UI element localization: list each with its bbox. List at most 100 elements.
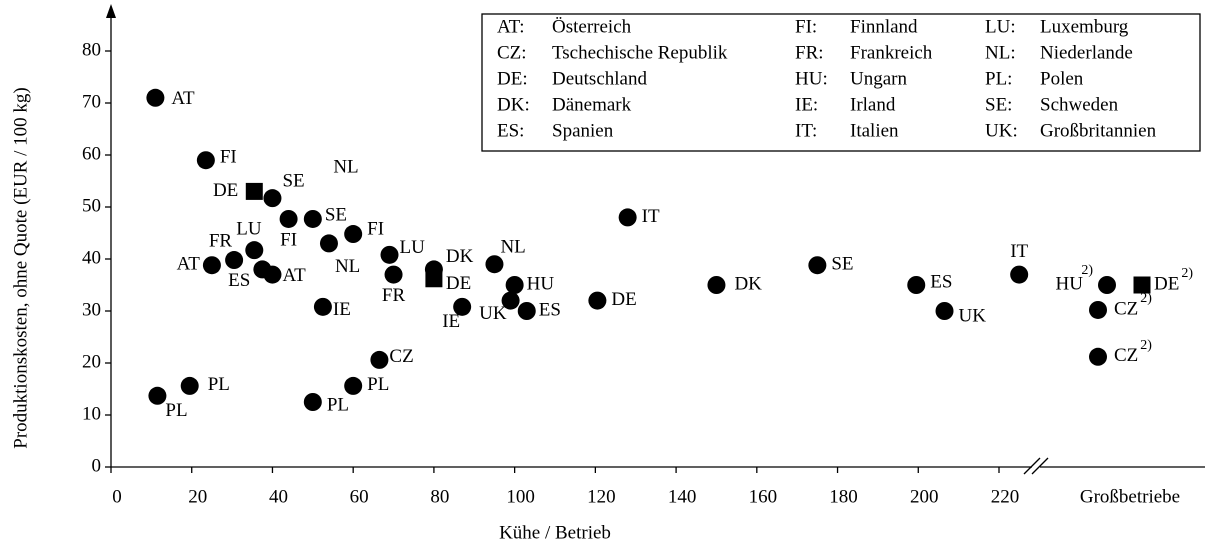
legend-name: Luxemburg xyxy=(1040,16,1129,37)
point-label: DK xyxy=(446,246,474,267)
point-label: IE xyxy=(442,311,460,332)
legend-name: Polen xyxy=(1040,68,1084,89)
point xyxy=(1089,300,1107,319)
point xyxy=(707,276,726,294)
point-label: DE xyxy=(446,273,471,294)
legend-name: Schweden xyxy=(1040,94,1119,115)
point-label: UK xyxy=(959,305,987,326)
legend-code: NL: xyxy=(985,42,1016,63)
point-note: 2) xyxy=(1140,291,1152,306)
point-label: SE xyxy=(325,204,347,225)
point xyxy=(370,350,389,369)
point-label: LU xyxy=(400,237,426,258)
point-label: IT xyxy=(1010,241,1028,262)
point xyxy=(485,255,504,274)
y-tick-label: 20 xyxy=(82,351,101,372)
point-label: AT xyxy=(171,88,195,109)
point xyxy=(453,297,472,316)
point xyxy=(935,302,954,320)
legend-name: Dänemark xyxy=(552,94,632,115)
point-label: IE xyxy=(333,299,351,320)
x-axis-label: Kühe / Betrieb xyxy=(499,522,611,543)
point xyxy=(384,265,403,284)
point-label: HU xyxy=(1056,273,1084,294)
point xyxy=(618,208,637,227)
point-label: PL xyxy=(367,374,389,395)
legend-code: HU: xyxy=(795,68,828,89)
y-tick-label: 70 xyxy=(82,91,101,112)
legend-code: AT: xyxy=(497,16,525,37)
legend-name: Tschechische Republik xyxy=(552,42,728,63)
x-tick-label: 120 xyxy=(587,486,616,507)
legend-code: IT: xyxy=(795,120,817,141)
x-tick-label: 220 xyxy=(991,486,1020,507)
x-tick-label: 180 xyxy=(829,486,858,507)
legend-name: Österreich xyxy=(552,16,632,37)
point-label: DK xyxy=(734,273,762,294)
annotation: NL xyxy=(333,156,358,177)
legend-box xyxy=(481,13,1201,152)
point xyxy=(202,256,221,275)
point-label: ES xyxy=(930,271,952,292)
point-label: AT xyxy=(177,254,201,275)
point-label: LU xyxy=(236,219,262,240)
point xyxy=(505,276,524,294)
y-tick-label: 50 xyxy=(82,195,101,216)
point-label: FI xyxy=(220,147,237,168)
point-label: AT xyxy=(282,265,306,286)
legend-code: SE: xyxy=(985,94,1012,115)
x-tick-label: 80 xyxy=(430,486,449,507)
legend-code: ES: xyxy=(497,120,524,141)
x-tick-label: 100 xyxy=(506,486,535,507)
legend-name: Finnland xyxy=(850,16,918,37)
point-label: HU xyxy=(527,273,555,294)
point-label: PL xyxy=(327,394,349,415)
legend-name: Niederlande xyxy=(1040,42,1133,63)
legend-name: Deutschland xyxy=(552,68,647,89)
square-point xyxy=(1133,276,1151,294)
x-tick-label: 60 xyxy=(350,486,369,507)
y-axis-arrow xyxy=(106,4,116,18)
legend-name: Ungarn xyxy=(850,68,907,89)
square-point xyxy=(245,182,263,200)
legend-name: Italien xyxy=(850,120,899,141)
axis-break xyxy=(1031,457,1049,475)
x-tick-label: 40 xyxy=(269,486,288,507)
point xyxy=(303,209,322,228)
legend-code: DK: xyxy=(497,94,530,115)
point xyxy=(319,234,338,253)
point-label: FR xyxy=(382,285,406,306)
point xyxy=(907,276,926,294)
point-label: FI xyxy=(367,218,384,239)
point-label: ES xyxy=(539,299,561,320)
point-label: ES xyxy=(228,270,250,291)
point xyxy=(146,88,165,107)
point xyxy=(148,386,167,405)
point xyxy=(808,256,827,275)
point-label: IT xyxy=(642,206,660,227)
point xyxy=(196,151,215,170)
legend-code: FR: xyxy=(795,42,824,63)
point-label: PL xyxy=(208,374,230,395)
point-label: SE xyxy=(282,171,304,192)
point xyxy=(180,376,199,395)
point xyxy=(501,291,520,310)
legend-code: FI: xyxy=(795,16,817,37)
point xyxy=(1098,276,1116,294)
point xyxy=(263,189,282,208)
point xyxy=(517,302,536,320)
x-tick-label: 200 xyxy=(910,486,939,507)
x-tick-label: 20 xyxy=(188,486,207,507)
point-label: UK xyxy=(479,303,507,324)
y-tick-label: 80 xyxy=(82,39,101,60)
x-tick-label: 0 xyxy=(112,486,122,507)
legend-name: Großbritannien xyxy=(1040,120,1157,141)
point-label: DE xyxy=(213,180,238,201)
point xyxy=(303,393,322,411)
point xyxy=(1089,347,1107,366)
point-label: CZ xyxy=(1114,298,1138,319)
point xyxy=(279,209,298,228)
y-tick-label: 0 xyxy=(92,455,102,476)
point xyxy=(1010,265,1029,284)
